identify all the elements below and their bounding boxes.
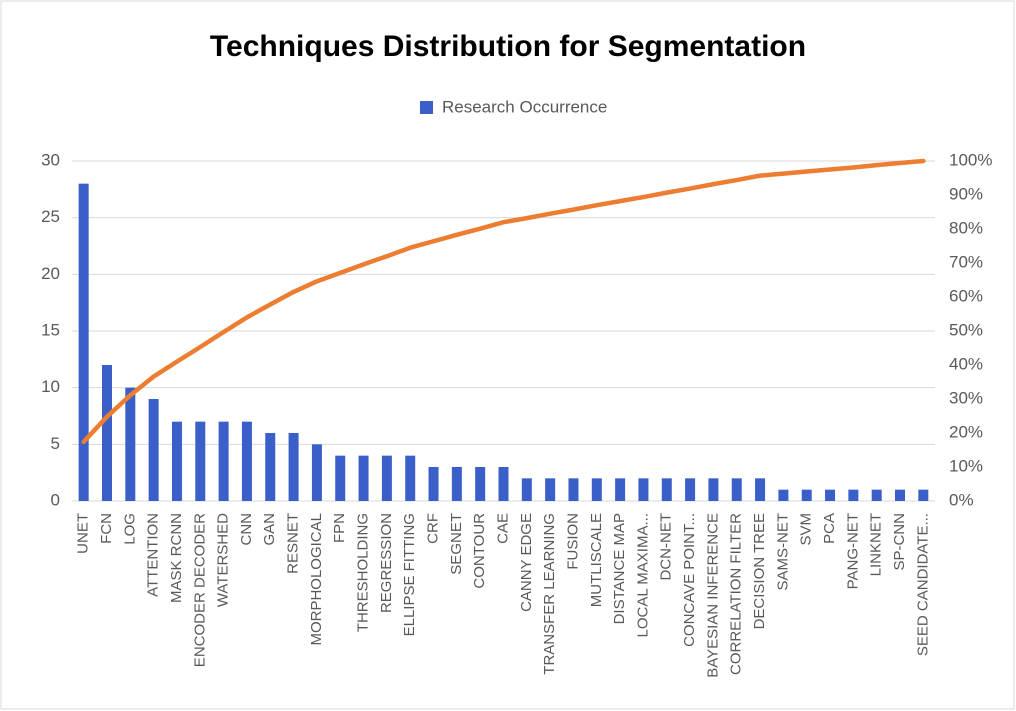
y2-tick-label: 40% (949, 354, 983, 373)
y-tick-label: 15 (41, 320, 60, 339)
y-tick-label: 0 (51, 490, 60, 509)
y-tick-label: 20 (41, 264, 60, 283)
x-tick-label: THRESHOLDING (355, 513, 372, 632)
x-tick-label: PANG-NET (844, 513, 861, 589)
x-tick-label: DISTANCE MAP (611, 513, 628, 624)
x-tick-label: TRANSFER LEARNING (541, 513, 558, 675)
bar (568, 478, 579, 501)
x-tick-label: FPN (331, 513, 348, 543)
bar (311, 444, 322, 501)
y-tick-label: 10 (41, 377, 60, 396)
x-tick-label: LINKNET (868, 513, 885, 576)
bar (451, 467, 462, 501)
bar (475, 467, 486, 501)
y2-tick-label: 80% (949, 218, 983, 237)
bar (591, 478, 602, 501)
bar (755, 478, 766, 501)
bar (778, 489, 789, 501)
y-tick-label: 25 (41, 207, 60, 226)
y2-tick-label: 20% (949, 422, 983, 441)
y2-tick-label: 0% (949, 490, 974, 509)
bar (78, 183, 89, 501)
x-tick-label: CAE (494, 513, 511, 544)
x-tick-label: CORRELATION FILTER (728, 513, 745, 675)
bar (918, 489, 929, 501)
bar (708, 478, 719, 501)
bar (871, 489, 882, 501)
y2-tick-label: 50% (949, 320, 983, 339)
legend-swatch (420, 101, 433, 114)
x-tick-label: DECISION TREE (751, 513, 768, 629)
x-tick-label: CRF (424, 513, 441, 544)
bar (638, 478, 649, 501)
bar (288, 433, 299, 501)
x-tick-label: CANNY EDGE (518, 513, 535, 612)
x-tick-label: SP-CNN (891, 513, 908, 571)
bar (848, 489, 859, 501)
cumulative-line (81, 158, 926, 445)
x-tick-label: MORPHOLOGICAL (308, 513, 325, 646)
bar (498, 467, 509, 501)
y-tick-label: 5 (51, 434, 60, 453)
x-tick-label: CNN (238, 513, 255, 546)
x-tick-label: PCA (821, 513, 838, 544)
bar (265, 433, 276, 501)
y2-tick-label: 100% (949, 150, 992, 169)
x-tick-label: SVM (798, 513, 815, 546)
bar (241, 421, 252, 501)
bar (358, 455, 369, 501)
bar (171, 421, 182, 501)
bar (195, 421, 206, 501)
x-tick-label: DCN-NET (658, 513, 675, 581)
x-tick-label: ENCODER DECODER (191, 513, 208, 667)
bar (428, 467, 439, 501)
x-tick-label: ELLIPSE FITTING (401, 513, 418, 636)
x-tick-label: CONTOUR (471, 513, 488, 589)
x-tick-label: FCN (98, 513, 115, 544)
x-tick-label: SEGNET (448, 513, 465, 575)
x-tick-label: LOG (121, 513, 138, 545)
x-tick-label: BAYESIAN INFERENCE (704, 513, 721, 678)
bar (825, 489, 836, 501)
x-tick-label: MUTLISCALE (588, 513, 605, 607)
y-tick-label: 30 (41, 150, 60, 169)
x-tick-label: FUSION (564, 513, 581, 570)
y2-tick-label: 30% (949, 388, 983, 407)
x-tick-label: CONCAVE POINT... (681, 513, 698, 647)
x-tick-label: RESNET (285, 513, 302, 574)
x-tick-label: SAMS-NET (774, 513, 791, 591)
bar (381, 455, 392, 501)
y2-tick-label: 70% (949, 252, 983, 271)
legend-label: Research Occurrence (442, 97, 607, 116)
bar (101, 365, 112, 501)
bar (405, 455, 416, 501)
bar (148, 399, 159, 501)
bar (521, 478, 532, 501)
x-tick-label: ATTENTION (145, 513, 162, 597)
x-tick-label: UNET (75, 513, 92, 554)
bar (615, 478, 626, 501)
x-tick-label: REGRESSION (378, 513, 395, 613)
bar (661, 478, 672, 501)
bar (685, 478, 696, 501)
bar (801, 489, 812, 501)
y2-tick-label: 60% (949, 286, 983, 305)
bar (895, 489, 906, 501)
x-tick-label: MASK RCNN (168, 513, 185, 603)
x-tick-label: LOCAL MAXIMA... (634, 513, 651, 637)
bar (545, 478, 556, 501)
bar (335, 455, 346, 501)
bar (731, 478, 742, 501)
x-tick-label: WATERSHED (215, 513, 232, 607)
bar (125, 387, 136, 501)
x-tick-label: SEED CANDIDATE... (914, 513, 931, 656)
y2-tick-label: 10% (949, 456, 983, 475)
chart-title: Techniques Distribution for Segmentation (210, 30, 806, 63)
x-tick-label: GAN (261, 513, 278, 546)
y2-tick-label: 90% (949, 184, 983, 203)
bar (218, 421, 229, 501)
